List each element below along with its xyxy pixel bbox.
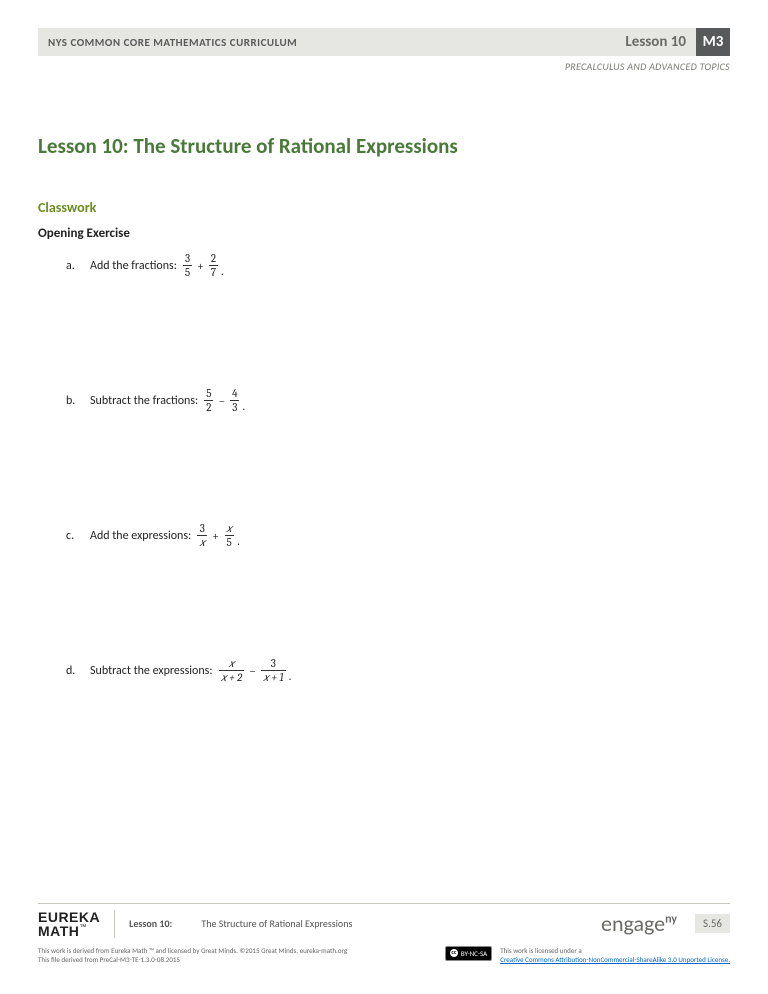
operator: − [249,664,256,678]
footer-lesson-label: Lesson 10: [129,917,199,930]
module-badge: M3 [696,28,730,56]
engage-ny-sup: ny [665,913,677,927]
cc-badge: cc BY-NC-SA [445,946,492,961]
footer-rule [38,903,730,904]
exercise-label: d. [66,664,90,678]
attribution-row: This work is derived from Eureka Math ™ … [38,946,730,964]
denominator: 3 [230,400,239,413]
denominator: 5 [225,535,234,548]
license-link[interactable]: Creative Commons Attribution-NonCommerci… [500,955,730,964]
fraction: 3 𝑥 + 1 [261,658,286,683]
operator: + [197,259,204,273]
page: NYS COMMON CORE MATHEMATICS CURRICULUM L… [0,0,768,994]
denominator: 5 [183,265,192,278]
fraction: 4 3 [230,388,239,413]
numerator: 4 [230,388,239,400]
footer-left: EUREKA MATH™ Lesson 10: The Structure of… [38,910,352,938]
operator: + [212,529,219,543]
attribution-left: This work is derived from Eureka Math ™ … [38,946,347,964]
exercise-text: Subtract the fractions: [90,394,198,408]
license-intro: This work is licensed under a [500,946,581,955]
lesson-number-label: Lesson 10 [625,33,696,51]
fraction: 2 7 [209,253,218,278]
numerator: 5 [204,388,213,400]
denominator: 𝑥 + 1 [261,670,286,683]
fraction: 5 2 [204,388,213,413]
exercise-text: Add the fractions: [90,259,177,273]
exercise-label: c. [66,529,90,543]
attr-line1: This work is derived from Eureka Math ™ … [38,946,347,955]
page-footer: EUREKA MATH™ Lesson 10: The Structure of… [38,903,730,964]
fraction: 3 5 [183,253,192,278]
attribution-right: cc BY-NC-SA This work is licensed under … [445,946,730,964]
footer-right: engageny S.56 [601,910,730,937]
footer-lesson-title: The Structure of Rational Expressions [201,917,352,930]
denominator: 2 [204,400,213,413]
exercise-b-math: 5 2 − 4 3 . [202,388,245,413]
exercise-d: d. Subtract the expressions: 𝑥 𝑥 + 2 − 3… [66,658,730,683]
fraction: 𝑥 5 [224,523,234,548]
numerator: 3 [183,253,192,265]
numerator: 𝑥 [224,523,234,535]
footer-divider [114,910,115,938]
period: . [221,264,223,278]
course-subheader: PRECALCULUS AND ADVANCED TOPICS [38,60,730,73]
operator: − [218,394,225,408]
footer-lesson-info: Lesson 10: The Structure of Rational Exp… [129,917,352,930]
period: . [289,669,291,683]
header-bar: NYS COMMON CORE MATHEMATICS CURRICULUM L… [38,28,730,56]
page-number: S.56 [695,914,730,933]
exercise-label: b. [66,394,90,408]
exercise-label: a. [66,259,90,273]
exercise-b: b. Subtract the fractions: 5 2 − 4 3 . [66,388,730,413]
numerator: 3 [198,523,207,535]
trademark: ™ [79,924,87,931]
exercise-text: Add the expressions: [90,529,191,543]
lesson-title: Lesson 10: The Structure of Rational Exp… [38,133,730,159]
denominator: 𝑥 + 2 [219,670,245,683]
denominator: 7 [209,265,218,278]
license-text-block: This work is licensed under a Creative C… [500,946,730,964]
cc-badge-text: BY-NC-SA [461,949,487,958]
numerator: 3 [269,658,278,670]
footer-row: EUREKA MATH™ Lesson 10: The Structure of… [38,910,730,938]
exercise-c-math: 3 𝑥 + 𝑥 5 . [195,523,239,548]
numerator: 𝑥 [226,658,236,670]
fraction: 3 𝑥 [197,523,207,548]
exercise-d-math: 𝑥 𝑥 + 2 − 3 𝑥 + 1 . [217,658,292,683]
eureka-logo: EUREKA MATH™ [38,910,100,938]
attr-line2: This file derived from PreCal-M3-TE-1.3.… [38,955,347,964]
opening-exercise-heading: Opening Exercise [38,226,730,241]
exercise-a: a. Add the fractions: 3 5 + 2 7 . [66,253,730,278]
fraction: 𝑥 𝑥 + 2 [219,658,245,683]
engage-ny-logo: engageny [601,910,677,937]
brand-line2: MATH [38,923,79,939]
numerator: 2 [209,253,218,265]
exercise-c: c. Add the expressions: 3 𝑥 + 𝑥 5 . [66,523,730,548]
header-right: Lesson 10 M3 [625,28,730,56]
exercise-text: Subtract the expressions: [90,664,213,678]
period: . [237,534,239,548]
period: . [243,399,245,413]
cc-icon: cc [450,949,458,957]
engage-text: engage [601,910,665,937]
curriculum-label: NYS COMMON CORE MATHEMATICS CURRICULUM [48,36,297,49]
classwork-heading: Classwork [38,199,730,216]
denominator: 𝑥 [197,535,207,548]
exercise-a-math: 3 5 + 2 7 . [181,253,224,278]
